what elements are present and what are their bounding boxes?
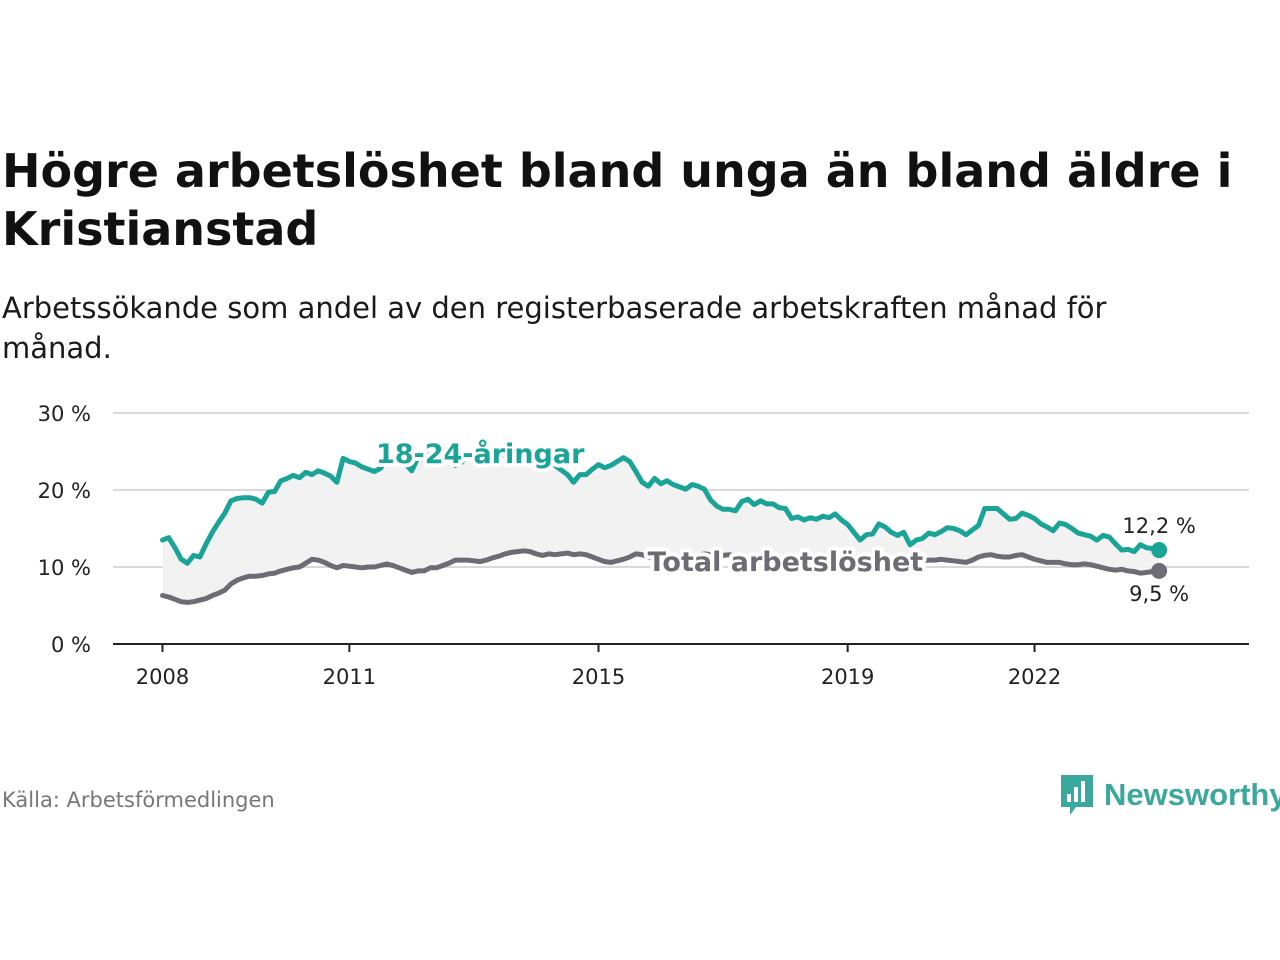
- x-tick-label: 2015: [572, 665, 625, 689]
- y-tick-label: 20 %: [38, 479, 91, 503]
- series-name-label: 18-24-åringar: [376, 438, 585, 470]
- series-end-point: [1151, 542, 1168, 559]
- x-tick-label: 2008: [136, 665, 189, 689]
- series-name-label-halo: Total arbetslöshet: [648, 547, 924, 578]
- brand-name: Newsworthy: [1104, 777, 1280, 812]
- x-tick-label: 2022: [1008, 665, 1061, 689]
- chart-subtitle: Arbetssökande som andel av den registerb…: [2, 291, 1107, 365]
- series-name-label-halo: 18-24-åringar: [376, 438, 585, 470]
- source-note: Källa: Arbetsförmedlingen: [2, 788, 275, 812]
- series-end-value-label: 12,2 %: [1122, 514, 1195, 538]
- series-end-value-label: 9,5 %: [1129, 582, 1189, 606]
- series-lines: [160, 445, 1168, 605]
- newsworthy-logo: Newsworthy: [1058, 772, 1280, 818]
- series-line: [160, 548, 1162, 605]
- chart-title: Högre arbetslöshet bland unga än bland ä…: [2, 144, 1233, 256]
- x-tick-label: 2011: [323, 665, 376, 689]
- band-layer: [162, 447, 1160, 603]
- x-axis: 2008 2011 2015 2019 2022: [113, 643, 1249, 689]
- area-between-series: [162, 447, 1160, 603]
- y-tick-label: 30 %: [38, 402, 91, 426]
- series-end-point: [1151, 562, 1168, 579]
- y-tick-label: 0 %: [51, 633, 91, 657]
- series-name-label: Total arbetslöshet: [648, 547, 924, 578]
- newsworthy-logo-icon: [1061, 775, 1093, 815]
- x-tick-label: 2019: [821, 665, 874, 689]
- y-tick-label: 10 %: [38, 556, 91, 580]
- series-line: [160, 445, 1162, 566]
- series-labels: 12,2 %9,5 %18-24-åringar18-24-åringarTot…: [372, 434, 1196, 606]
- line-chart: 0 % 10 % 20 % 30 % 2008 2011 2015 2019 2022 12,…: [38, 402, 1249, 689]
